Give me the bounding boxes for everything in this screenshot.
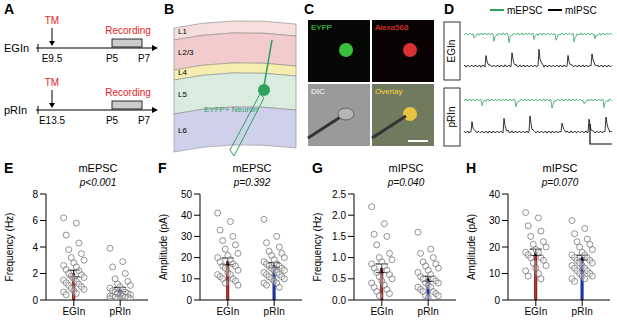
svg-text:6: 6 (32, 215, 38, 226)
svg-text:C: C (304, 1, 314, 17)
svg-text:pRIn: pRIn (264, 306, 285, 317)
svg-text:0.0: 0.0 (332, 295, 346, 306)
svg-text:Recording: Recording (105, 87, 151, 98)
svg-text:2.0: 2.0 (332, 210, 346, 221)
html-text:mIPSC: mIPSC (388, 162, 424, 174)
svg-text:E13.5: E13.5 (39, 115, 66, 126)
svg-text:L2/3: L2/3 (178, 48, 194, 57)
svg-text:DIC: DIC (311, 87, 325, 96)
svg-text:0: 0 (494, 295, 500, 306)
svg-text:EGIn: EGIn (524, 306, 547, 317)
svg-text:2.5: 2.5 (332, 190, 346, 200)
html-text:p=0.070: p=0.070 (541, 177, 579, 188)
svg-text:EGIn: EGIn (370, 306, 393, 317)
html-text:mEPSC: mEPSC (232, 162, 272, 174)
svg-text:L6: L6 (178, 126, 187, 135)
svg-text:30: 30 (181, 231, 193, 242)
svg-text:pRIn: pRIn (110, 306, 131, 317)
svg-text:50: 50 (181, 190, 193, 200)
svg-text:0: 0 (186, 295, 192, 306)
svg-text:P7: P7 (138, 53, 151, 64)
html-text:mEPSC: mEPSC (78, 162, 118, 174)
svg-text:EGIn: EGIn (216, 306, 239, 317)
svg-text:Overlay: Overlay (375, 87, 403, 96)
html-text:p<0.001: p<0.001 (79, 177, 117, 188)
svg-text:B: B (164, 1, 174, 17)
svg-text:A: A (4, 1, 14, 17)
svg-text:4: 4 (32, 242, 38, 253)
svg-text:40: 40 (181, 210, 193, 221)
html-text:F: F (158, 160, 167, 176)
svg-text:0: 0 (32, 295, 38, 306)
svg-text:8: 8 (32, 190, 38, 200)
html-text:G: G (312, 160, 323, 176)
html-text:p=0.040: p=0.040 (387, 177, 425, 188)
svg-text:Recording: Recording (105, 25, 151, 36)
svg-text:1.5: 1.5 (332, 231, 346, 242)
svg-text:L1: L1 (178, 27, 187, 36)
svg-text:Frequency (Hz): Frequency (Hz) (4, 213, 15, 282)
svg-text:20: 20 (181, 252, 193, 263)
svg-text:TM: TM (45, 77, 59, 88)
svg-text:EGIn: EGIn (446, 40, 457, 63)
svg-text:Frequency (Hz): Frequency (Hz) (312, 213, 323, 282)
svg-text:D: D (444, 1, 454, 17)
svg-text:Amplitude (pA): Amplitude (pA) (466, 214, 477, 280)
svg-text:pRIn: pRIn (572, 306, 593, 317)
svg-text:TM: TM (45, 15, 59, 26)
svg-text:2: 2 (32, 268, 38, 279)
html-text:mIPSC: mIPSC (542, 162, 578, 174)
svg-text:Amplitude (pA): Amplitude (pA) (158, 214, 169, 280)
svg-text:40: 40 (489, 190, 501, 200)
svg-text:0.5: 0.5 (332, 273, 346, 284)
svg-text:E9.5: E9.5 (42, 53, 63, 64)
svg-text:pRIn: pRIn (418, 306, 439, 317)
svg-text:1.0: 1.0 (332, 252, 346, 263)
svg-text:P5: P5 (106, 53, 119, 64)
svg-text:EYFP+ Neuron: EYFP+ Neuron (204, 105, 258, 114)
svg-text:EGIn: EGIn (4, 42, 29, 54)
svg-text:mEPSC: mEPSC (507, 5, 543, 16)
html-text:E: E (4, 160, 14, 176)
svg-text:Alexa568: Alexa568 (375, 23, 409, 32)
html-text:H: H (466, 160, 477, 176)
html-text:p=0.392: p=0.392 (233, 177, 271, 188)
svg-text:pRIn: pRIn (4, 104, 27, 116)
svg-text:L4: L4 (178, 68, 187, 77)
svg-text:EGIn: EGIn (62, 306, 85, 317)
svg-text:10: 10 (489, 268, 501, 279)
svg-text:EYFP: EYFP (311, 23, 332, 32)
svg-text:P7: P7 (138, 115, 151, 126)
svg-text:L5: L5 (178, 90, 187, 99)
svg-text:10: 10 (181, 273, 193, 284)
svg-text:pRIn: pRIn (446, 106, 457, 127)
svg-text:30: 30 (489, 215, 501, 226)
svg-text:mIPSC: mIPSC (565, 5, 597, 16)
svg-text:P5: P5 (106, 115, 119, 126)
svg-text:20: 20 (489, 242, 501, 253)
